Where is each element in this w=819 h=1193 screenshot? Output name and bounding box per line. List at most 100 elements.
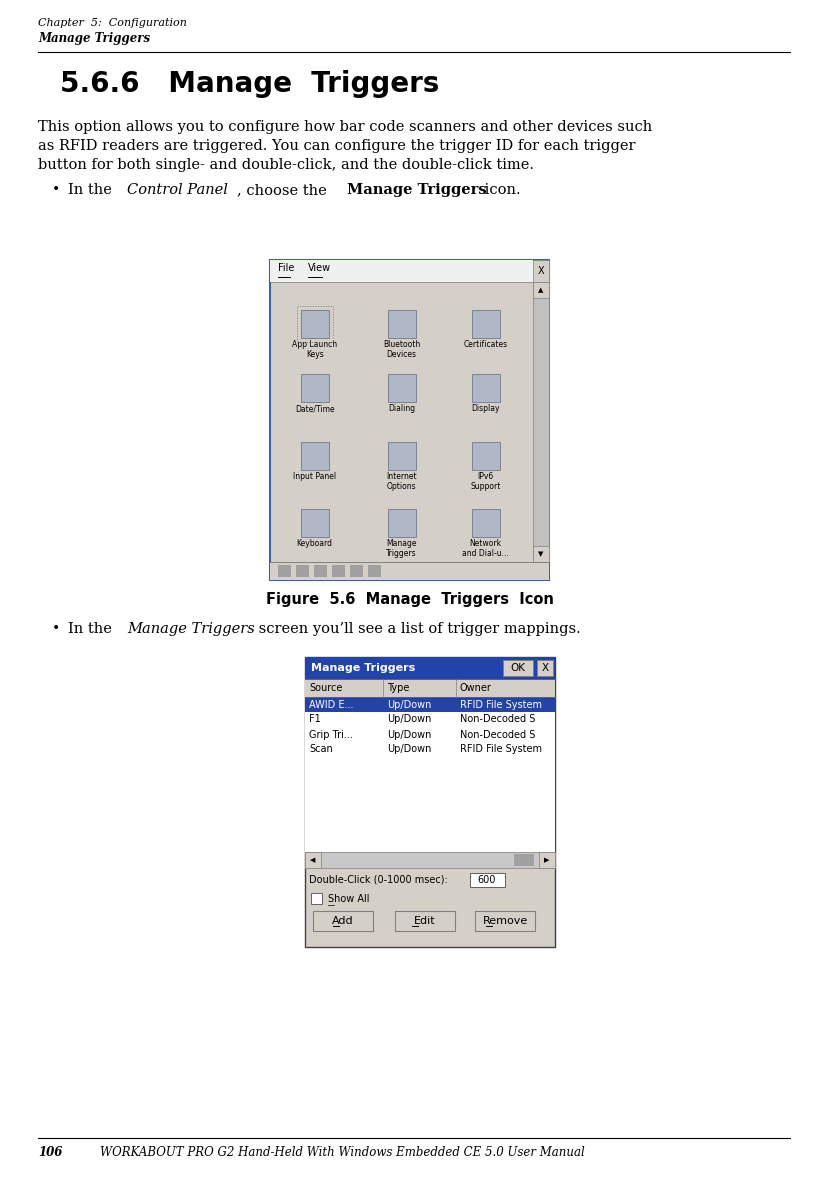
Text: screen you’ll see a list of trigger mappings.: screen you’ll see a list of trigger mapp… — [254, 622, 581, 636]
Bar — [533, 282, 549, 298]
Text: X: X — [538, 266, 545, 276]
Bar — [301, 310, 328, 338]
Bar — [470, 873, 505, 888]
Text: Manage Triggers: Manage Triggers — [38, 32, 150, 45]
Bar — [305, 852, 321, 869]
Text: Source: Source — [309, 684, 342, 693]
Text: Up/Down: Up/Down — [387, 715, 432, 724]
Text: Bluetooth
Devices: Bluetooth Devices — [382, 340, 420, 359]
Text: ◀: ◀ — [310, 857, 315, 863]
Text: AWID E...: AWID E... — [309, 699, 354, 710]
Text: Internet
Options: Internet Options — [387, 471, 417, 492]
Text: Show All: Show All — [328, 894, 369, 903]
Text: 5.6.6   Manage  Triggers: 5.6.6 Manage Triggers — [60, 70, 439, 98]
Bar — [472, 310, 500, 338]
Bar — [472, 441, 500, 470]
Text: X: X — [541, 663, 549, 673]
Text: as RFID readers are triggered. You can configure the trigger ID for each trigger: as RFID readers are triggered. You can c… — [38, 140, 636, 153]
Text: Up/Down: Up/Down — [387, 744, 432, 754]
Text: WORKABOUT PRO G2 Hand-Held With Windows Embedded CE 5.0 User Manual: WORKABOUT PRO G2 Hand-Held With Windows … — [100, 1146, 585, 1160]
Text: Double-Click (0-1000 msec):: Double-Click (0-1000 msec): — [309, 874, 448, 885]
Bar — [305, 852, 555, 869]
Text: 106: 106 — [38, 1146, 62, 1160]
Text: Certificates: Certificates — [464, 340, 508, 350]
Bar — [270, 260, 549, 580]
Bar — [368, 565, 381, 577]
Text: Keyboard: Keyboard — [296, 539, 333, 548]
Text: In the: In the — [68, 622, 116, 636]
Bar — [305, 712, 555, 727]
Bar — [311, 894, 322, 904]
Bar — [305, 727, 555, 742]
Text: •: • — [52, 622, 61, 636]
Text: Grip Tri...: Grip Tri... — [309, 729, 353, 740]
Text: File: File — [278, 262, 294, 273]
Text: Manage
Triggers: Manage Triggers — [387, 539, 417, 558]
Bar — [350, 565, 363, 577]
Text: Control Panel: Control Panel — [127, 183, 228, 197]
Text: Chapter  5:  Configuration: Chapter 5: Configuration — [38, 18, 187, 27]
Bar — [296, 565, 309, 577]
Text: icon.: icon. — [481, 183, 521, 197]
Text: IPv6
Support: IPv6 Support — [470, 471, 501, 492]
Text: ▶: ▶ — [545, 857, 550, 863]
Text: Add: Add — [333, 916, 354, 926]
Bar — [305, 697, 555, 712]
Text: App Launch
Keys: App Launch Keys — [292, 340, 337, 359]
Text: Owner: Owner — [460, 684, 492, 693]
Text: F1: F1 — [309, 715, 321, 724]
Text: RFID File System: RFID File System — [460, 699, 542, 710]
Bar — [533, 260, 549, 282]
Text: Up/Down: Up/Down — [387, 699, 432, 710]
Bar — [533, 546, 549, 562]
Bar — [305, 657, 555, 679]
Bar — [472, 375, 500, 402]
Text: Figure  5.6  Manage  Triggers  Icon: Figure 5.6 Manage Triggers Icon — [265, 592, 554, 607]
Text: OK: OK — [510, 663, 526, 673]
Bar — [387, 375, 415, 402]
Text: Dialing: Dialing — [388, 404, 415, 414]
Text: ▼: ▼ — [538, 551, 544, 557]
Text: 600: 600 — [477, 874, 496, 885]
Bar — [301, 441, 328, 470]
Bar — [537, 660, 553, 676]
Bar — [314, 565, 327, 577]
Bar — [305, 657, 555, 947]
Text: Manage Triggers: Manage Triggers — [127, 622, 255, 636]
Bar — [539, 852, 555, 869]
Text: Remove: Remove — [482, 916, 527, 926]
Text: Non-Decoded S: Non-Decoded S — [460, 729, 536, 740]
Bar — [305, 679, 555, 697]
Bar — [387, 508, 415, 537]
Bar — [387, 441, 415, 470]
Text: Network
and Dial-u...: Network and Dial-u... — [462, 539, 509, 558]
Text: View: View — [308, 262, 331, 273]
Bar — [296, 305, 333, 342]
Bar — [503, 660, 533, 676]
Text: Date/Time: Date/Time — [295, 404, 334, 414]
Bar — [514, 854, 534, 866]
Bar — [278, 565, 291, 577]
Bar — [395, 911, 455, 931]
Text: This option allows you to configure how bar code scanners and other devices such: This option allows you to configure how … — [38, 120, 652, 134]
Bar — [475, 911, 535, 931]
Bar — [301, 375, 328, 402]
Bar — [533, 282, 549, 562]
Bar — [301, 508, 328, 537]
Bar — [472, 508, 500, 537]
Text: Up/Down: Up/Down — [387, 729, 432, 740]
Text: Input Panel: Input Panel — [293, 471, 337, 481]
Text: Scan: Scan — [309, 744, 333, 754]
Text: Non-Decoded S: Non-Decoded S — [460, 715, 536, 724]
Text: •: • — [52, 183, 61, 197]
Text: Type: Type — [387, 684, 410, 693]
Text: Edit: Edit — [414, 916, 436, 926]
Text: button for both single- and double-click, and the double-click time.: button for both single- and double-click… — [38, 157, 534, 172]
Bar — [305, 742, 555, 758]
Bar — [305, 758, 555, 852]
Bar — [332, 565, 345, 577]
Bar — [313, 911, 373, 931]
Bar — [387, 310, 415, 338]
Bar — [270, 260, 533, 282]
Text: In the: In the — [68, 183, 116, 197]
